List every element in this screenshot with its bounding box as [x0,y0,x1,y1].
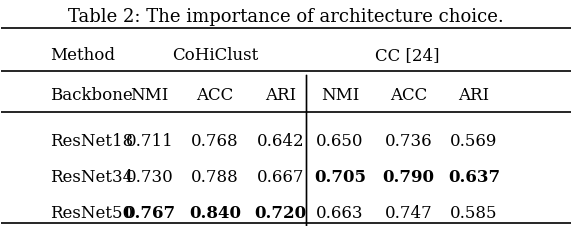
Text: ACC: ACC [390,87,427,104]
Text: 0.650: 0.650 [316,132,364,149]
Text: NMI: NMI [321,87,359,104]
Text: CoHiClust: CoHiClust [172,47,258,64]
Text: 0.790: 0.790 [383,168,434,185]
Text: ResNet50: ResNet50 [50,204,133,221]
Text: 0.705: 0.705 [314,168,366,185]
Text: 0.663: 0.663 [316,204,364,221]
Text: 0.840: 0.840 [189,204,241,221]
Text: 0.788: 0.788 [191,168,239,185]
Text: 0.768: 0.768 [191,132,239,149]
Text: 0.767: 0.767 [124,204,176,221]
Text: ResNet34: ResNet34 [50,168,133,185]
Text: ARI: ARI [458,87,490,104]
Text: 0.730: 0.730 [125,168,173,185]
Text: ACC: ACC [196,87,233,104]
Text: 0.569: 0.569 [450,132,498,149]
Text: Method: Method [50,47,115,64]
Text: 0.667: 0.667 [257,168,304,185]
Text: Backbone: Backbone [50,87,133,104]
Text: 0.747: 0.747 [384,204,432,221]
Text: ARI: ARI [265,87,296,104]
Text: 0.585: 0.585 [450,204,498,221]
Text: ResNet18: ResNet18 [50,132,133,149]
Text: CC [24]: CC [24] [375,47,439,64]
Text: 0.720: 0.720 [254,204,307,221]
Text: 0.711: 0.711 [125,132,173,149]
Text: Table 2: The importance of architecture choice.: Table 2: The importance of architecture … [68,8,504,26]
Text: 0.637: 0.637 [448,168,500,185]
Text: 0.642: 0.642 [256,132,304,149]
Text: 0.736: 0.736 [384,132,432,149]
Text: NMI: NMI [130,87,169,104]
